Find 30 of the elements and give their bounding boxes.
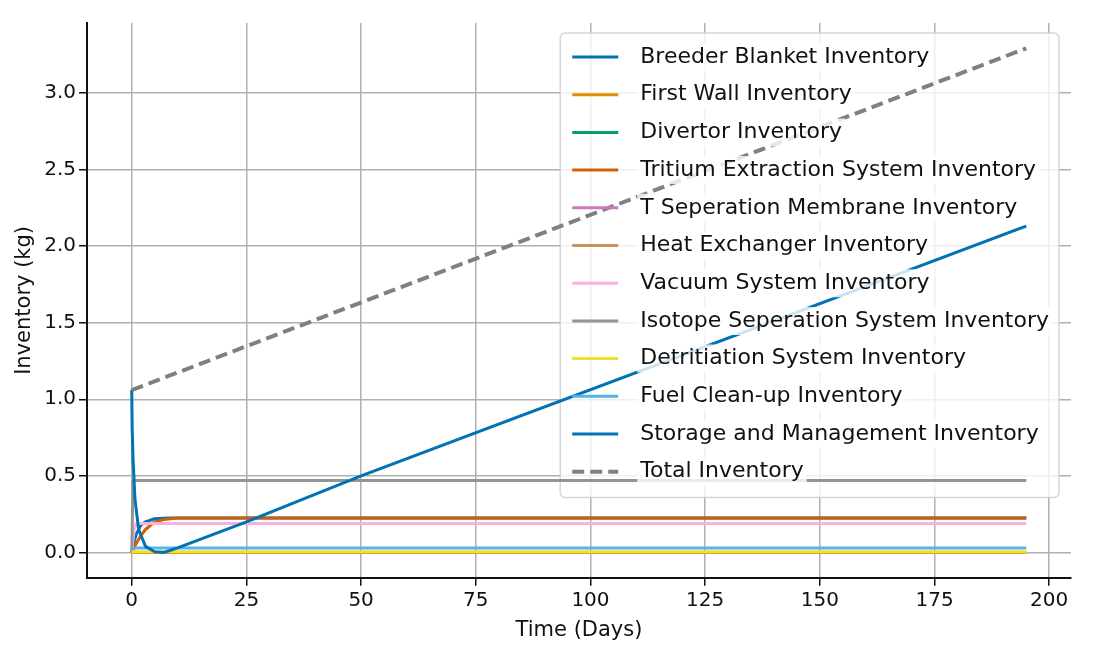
y-tick-label: 3.0 — [44, 78, 77, 103]
legend-label: Isotope Seperation System Inventory — [640, 306, 1049, 332]
legend-label: Total Inventory — [639, 457, 804, 483]
legend-label: First Wall Inventory — [640, 80, 852, 106]
legend-label: Storage and Management Inventory — [640, 419, 1039, 445]
legend-label: Heat Exchanger Inventory — [640, 231, 929, 257]
legend-label: Detritiation System Inventory — [640, 344, 966, 370]
x-tick-label: 75 — [463, 587, 489, 611]
y-tick-label: 2.0 — [44, 232, 77, 257]
y-tick-label: 0.5 — [44, 462, 77, 487]
x-tick-label: 50 — [348, 587, 374, 611]
legend-label: Vacuum System Inventory — [640, 268, 930, 294]
y-tick-label: 0.0 — [44, 538, 77, 563]
x-tick-label: 0 — [125, 587, 139, 611]
legend-label: Fuel Clean-up Inventory — [640, 382, 903, 408]
x-axis-title: Time (Days) — [514, 616, 643, 641]
x-tick-label: 175 — [915, 587, 954, 611]
y-tick-label: 2.5 — [44, 155, 77, 180]
legend-label: Divertor Inventory — [640, 118, 843, 144]
x-tick-label: 100 — [571, 587, 610, 611]
legend-label: T Seperation Membrane Inventory — [639, 193, 1018, 219]
y-tick-label: 1.5 — [44, 308, 77, 333]
x-tick-label: 200 — [1030, 587, 1069, 611]
y-tick-label: 1.0 — [44, 385, 77, 410]
x-tick-label: 150 — [800, 587, 839, 611]
x-tick-label: 25 — [233, 587, 260, 611]
legend-label: Breeder Blanket Inventory — [640, 42, 930, 68]
legend-label: Tritium Extraction System Inventory — [639, 155, 1037, 181]
x-tick-label: 125 — [686, 587, 725, 611]
y-axis-title: Inventory (kg) — [11, 225, 36, 375]
